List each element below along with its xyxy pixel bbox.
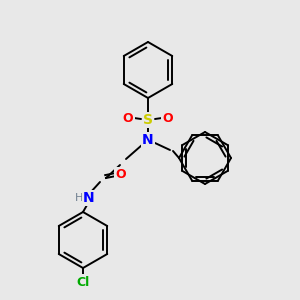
- Text: O: O: [123, 112, 133, 124]
- Text: Cl: Cl: [76, 275, 90, 289]
- Text: O: O: [163, 112, 173, 124]
- Text: N: N: [142, 133, 154, 147]
- Text: O: O: [116, 169, 126, 182]
- Text: S: S: [143, 113, 153, 127]
- Text: H: H: [75, 193, 83, 203]
- Text: N: N: [83, 191, 95, 205]
